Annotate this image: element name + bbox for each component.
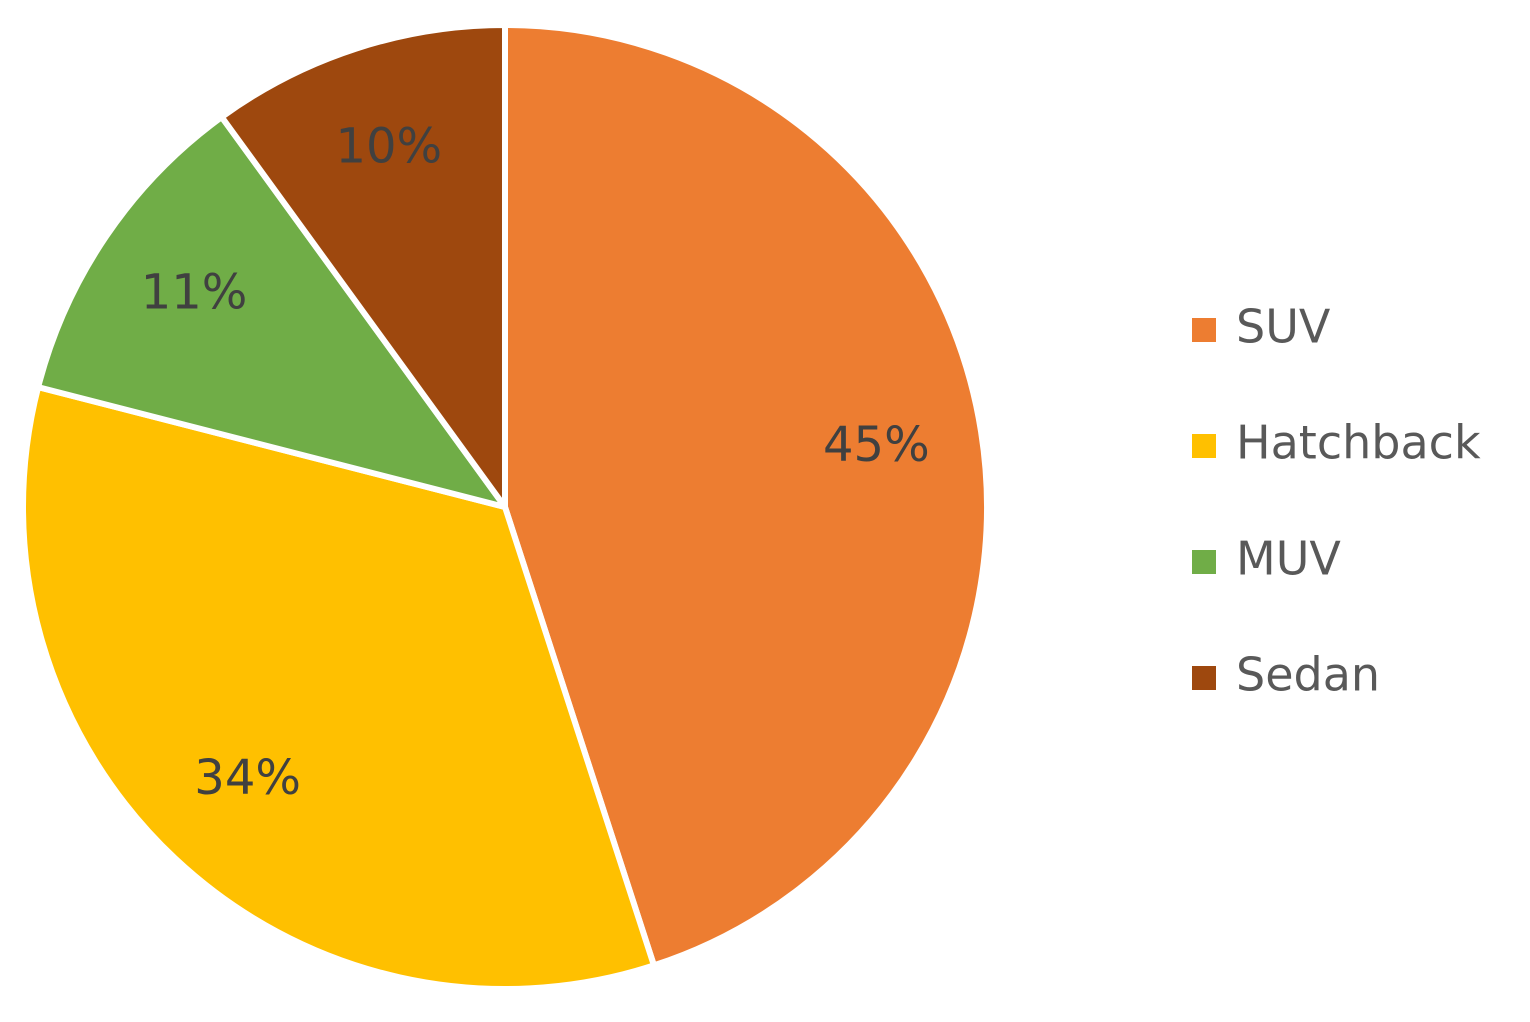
legend-swatch-muv: [1192, 550, 1216, 574]
legend-swatch-hatchback: [1192, 434, 1216, 458]
legend-item-sedan: Sedan: [1192, 648, 1380, 702]
legend-label-sedan: Sedan: [1236, 648, 1380, 702]
legend-label-suv: SUV: [1236, 300, 1331, 354]
legend-label-muv: MUV: [1236, 532, 1341, 586]
data-label-hatchback: 34%: [194, 750, 301, 806]
legend-label-hatchback: Hatchback: [1236, 416, 1481, 470]
pie-data-labels: 45% 34% 11% 10%: [141, 118, 930, 806]
legend-swatch-suv: [1192, 318, 1216, 342]
data-label-sedan: 10%: [335, 118, 442, 174]
pie-slice-muv: [35, 114, 508, 510]
legend-item-suv: SUV: [1192, 300, 1331, 354]
legend-swatch-sedan: [1192, 666, 1216, 690]
pie-slice-sedan: [218, 22, 508, 510]
legend-item-hatchback: Hatchback: [1192, 416, 1481, 470]
data-label-suv: 45%: [823, 417, 930, 473]
legend-item-muv: MUV: [1192, 532, 1341, 586]
data-label-muv: 11%: [141, 265, 248, 321]
legend: SUV Hatchback MUV Sedan: [1192, 300, 1481, 702]
pie-slice-hatchback: [20, 384, 657, 992]
pie-slices: [20, 22, 990, 992]
pie-slice-suv: [502, 22, 990, 969]
